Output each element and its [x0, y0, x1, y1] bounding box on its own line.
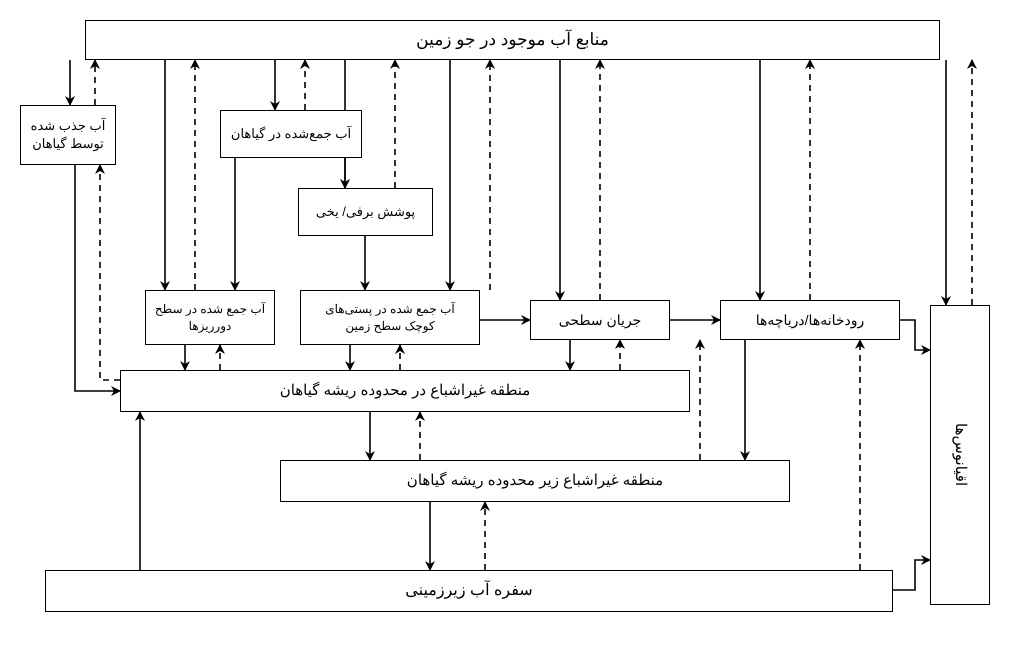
- node-rootz: منطقه غیراشباع در محدوده ریشه گیاهان: [120, 370, 690, 412]
- node-ocean: اقیانوس‌ها: [930, 305, 990, 605]
- node-label: رودخانه‌ها/دریاچه‌ها: [756, 311, 865, 330]
- node-plant: آب جمع‌شده در گیاهان: [220, 110, 362, 158]
- node-label: پوشش برفی/ یخی: [316, 203, 415, 221]
- edge-rootz-intercept-29: [100, 165, 120, 380]
- node-label: سفره آب زیرزمینی: [405, 580, 532, 602]
- node-label: جریان سطحی: [559, 311, 642, 330]
- node-label: منطقه غیراشباع زیر محدوده ریشه گیاهان: [407, 471, 663, 491]
- node-rivers: رودخانه‌ها/دریاچه‌ها: [720, 300, 900, 340]
- node-gw: سفره آب زیرزمینی: [45, 570, 893, 612]
- node-label: آب جمع شده در پستی‌های کوچک سطح زمین: [309, 301, 471, 333]
- node-intercept: آب جذب شده توسط گیاهان: [20, 105, 116, 165]
- node-micro: آب جمع شده در سطح دورریزها: [145, 290, 275, 345]
- node-label: منابع آب موجود در جو زمین: [416, 29, 609, 52]
- node-belowrz: منطقه غیراشباع زیر محدوده ریشه گیاهان: [280, 460, 790, 502]
- diagram-stage: منابع آب موجود در جو زمین آب جذب شده توسط…: [0, 0, 1024, 668]
- edge-gw-ocean-37: [893, 560, 930, 590]
- node-label: آب جمع‌شده در گیاهان: [231, 125, 351, 143]
- node-label: آب جذب شده توسط گیاهان: [29, 117, 107, 152]
- node-atmo: منابع آب موجود در جو زمین: [85, 20, 940, 60]
- node-depress: آب جمع شده در پستی‌های کوچک سطح زمین: [300, 290, 480, 345]
- node-label: منطقه غیراشباع در محدوده ریشه گیاهان: [280, 381, 531, 401]
- node-runoff: جریان سطحی: [530, 300, 670, 340]
- node-label: آب جمع شده در سطح دورریزها: [154, 301, 266, 333]
- node-snow: پوشش برفی/ یخی: [298, 188, 433, 236]
- edge-rivers-ocean-21: [900, 320, 930, 350]
- node-label: اقیانوس‌ها: [950, 423, 970, 486]
- edge-intercept-rootz-28: [75, 165, 120, 391]
